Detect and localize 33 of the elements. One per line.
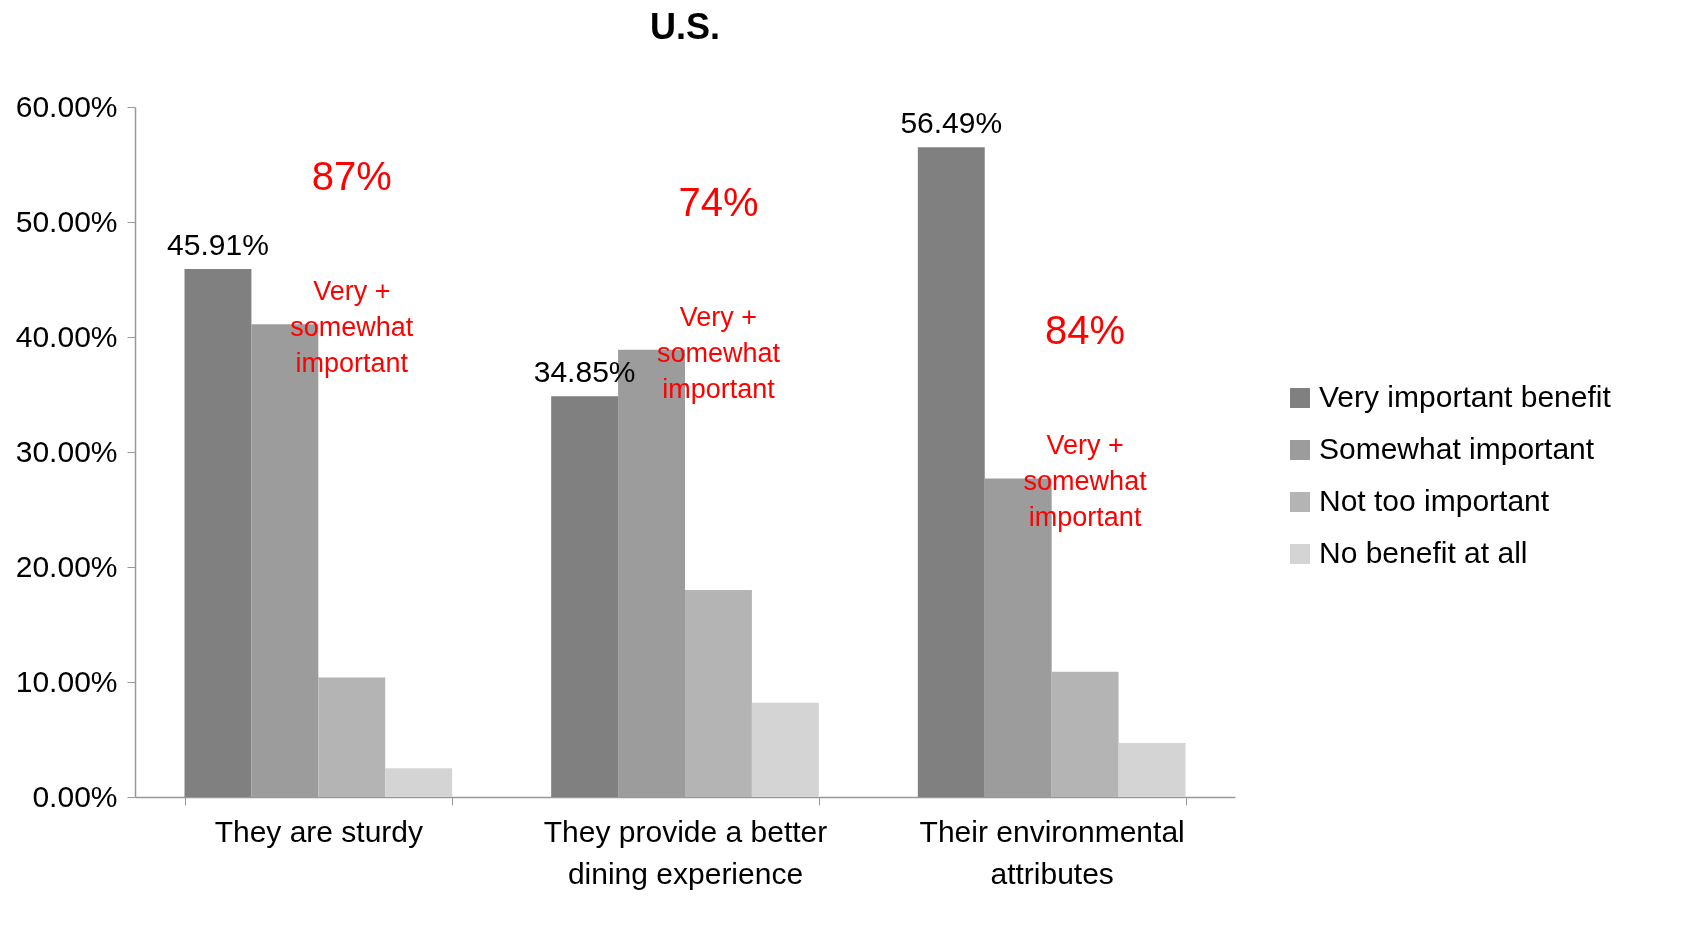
y-tick-label: 50.00%	[15, 204, 118, 238]
bar	[751, 702, 819, 797]
y-tick-label: 40.00%	[15, 319, 118, 353]
y-tick-label: 0.00%	[32, 779, 118, 813]
legend-label: Very important benefit	[1319, 380, 1612, 413]
bar	[1118, 742, 1186, 797]
bar	[385, 768, 453, 797]
x-tick-label: They provide a better dining experience	[543, 814, 828, 890]
data-label: 34.85%	[533, 355, 636, 389]
legend-label: Not too important	[1319, 484, 1550, 517]
y-tick-label: 20.00%	[15, 549, 118, 583]
data-label: 56.49%	[900, 106, 1003, 140]
data-label: 45.91%	[167, 228, 269, 262]
bar	[551, 396, 619, 797]
annotation: 84%	[1045, 308, 1126, 353]
legend-label: No benefit at all	[1319, 536, 1528, 569]
annotation: Very + somewhat important	[290, 276, 414, 379]
x-tick-label: Their environmental attributes	[919, 814, 1185, 890]
legend-label: Somewhat important	[1319, 432, 1595, 465]
bar	[917, 147, 985, 797]
x-tick-label: They are sturdy	[214, 814, 424, 848]
y-tick-label: 60.00%	[15, 89, 118, 123]
bar	[1051, 671, 1119, 797]
annotation: Very + somewhat important	[1023, 430, 1148, 533]
annotation: Very + somewhat important	[656, 301, 781, 404]
y-tick-label: 10.00%	[15, 664, 118, 698]
chart-title: U.S.	[649, 6, 721, 47]
bar	[318, 677, 386, 797]
y-tick-label: 30.00%	[15, 434, 118, 468]
bar	[184, 269, 252, 797]
annotation: 87%	[311, 154, 392, 199]
annotation: 74%	[678, 179, 759, 224]
bar	[685, 590, 752, 797]
